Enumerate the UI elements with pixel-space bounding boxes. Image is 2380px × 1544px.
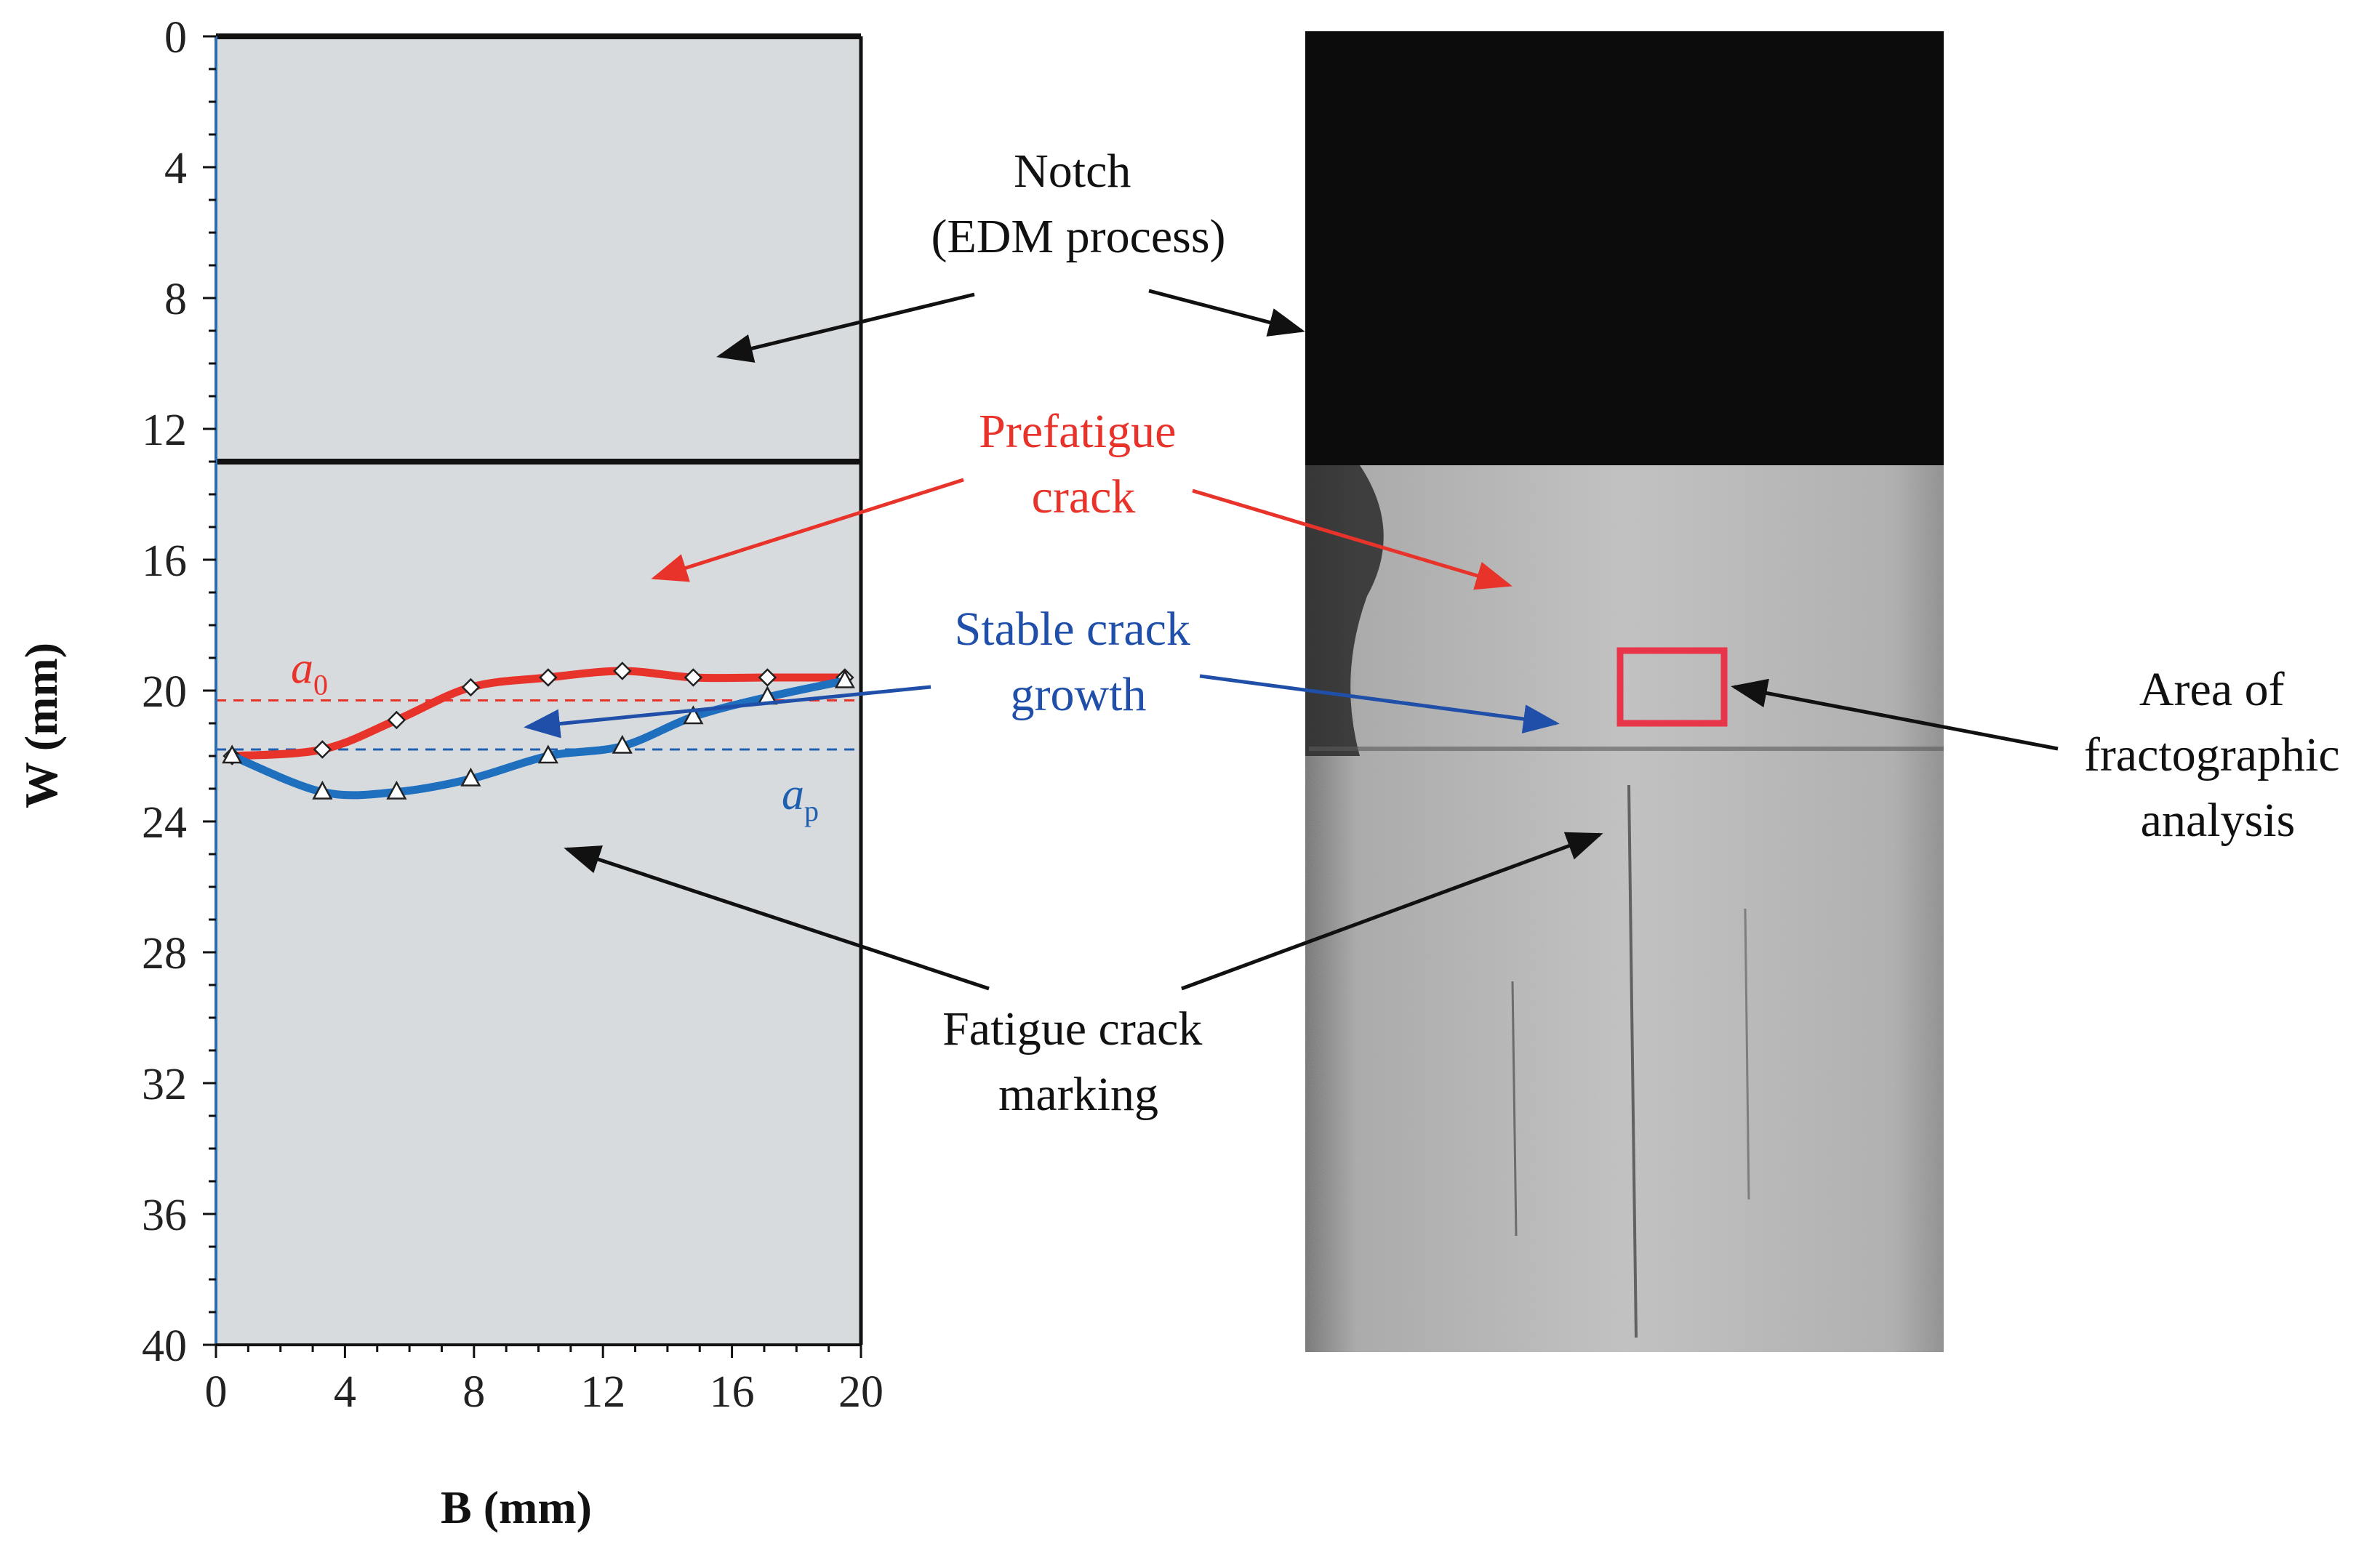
annotations: Notch (EDM process) Prefatigue crack Sta…	[524, 145, 2352, 1121]
y-tick-label: 28	[142, 929, 187, 978]
y-tick-label: 32	[142, 1060, 187, 1109]
prefatigue-arrow-left	[651, 478, 964, 582]
surface-streak	[1627, 784, 1638, 1338]
x-tick-label: 4	[334, 1367, 356, 1417]
crack-front-chart: 0 4 8 12 16 20 24 28 32 36 40 0 4 8 12 16 20 a0 ap B (mm…	[15, 13, 884, 1533]
y-tick-label: 36	[142, 1191, 187, 1240]
fatigue-marking-label: Fatigue crack marking	[942, 1002, 1214, 1121]
y-tick-label: 20	[142, 667, 187, 717]
series-layer	[222, 662, 855, 800]
notch-arrow-right	[1148, 289, 1305, 337]
y-tick-label: 12	[142, 406, 187, 455]
data-point-diamond	[758, 668, 777, 687]
fractographic-label: Area of fractographic analysis	[2084, 663, 2352, 847]
y-tick-label: 4	[164, 144, 187, 193]
data-point-triangle	[537, 744, 558, 764]
x-axis-ticks: 0 4 8 12 16 20	[205, 1345, 884, 1417]
data-point-diamond	[539, 668, 558, 687]
x-tick-label: 0	[205, 1367, 228, 1417]
fracture-surface-photo	[1305, 31, 1944, 1352]
y-axis-ticks: 0 4 8 12 16 20 24 28 32 36 40	[142, 13, 216, 1371]
prefatigue-label: Prefatigue crack	[979, 405, 1188, 523]
y-tick-label: 40	[142, 1322, 187, 1371]
notch-label: Notch (EDM process)	[931, 145, 1225, 263]
surface-streak	[1511, 981, 1518, 1237]
dark-edge-zone	[1305, 465, 1384, 756]
data-point-diamond	[461, 677, 481, 697]
stable-growth-label: Stable crack growth	[955, 603, 1203, 721]
reference-label-a0: a0	[291, 644, 328, 701]
surface-streak	[1744, 908, 1750, 1200]
x-tick-label: 12	[580, 1367, 625, 1417]
notch-region	[1305, 31, 1944, 465]
stable-growth-arrow-right	[1199, 674, 1560, 733]
fractographic-arrow	[1731, 678, 2059, 751]
y-tick-label: 16	[142, 536, 187, 586]
x-tick-label: 8	[462, 1367, 485, 1417]
data-point-triangle	[683, 705, 704, 725]
plot-area	[216, 36, 861, 1345]
data-point-triangle	[312, 780, 333, 800]
data-point-triangle	[222, 744, 243, 764]
stable-growth-arrow-left	[524, 685, 931, 739]
data-point-diamond	[313, 740, 332, 759]
y-tick-label: 24	[142, 798, 187, 848]
y-tick-label: 8	[164, 275, 187, 324]
data-point-triangle	[386, 780, 407, 800]
reference-labels: a0 ap	[291, 644, 819, 828]
data-point-triangle	[460, 767, 481, 787]
x-tick-label: 20	[838, 1367, 884, 1417]
fractographic-area-box	[1616, 647, 1728, 727]
data-point-diamond	[613, 662, 632, 680]
y-tick-label: 0	[164, 13, 187, 63]
notch-boundary-lines	[216, 33, 861, 465]
x-axis-title: B (mm)	[441, 1481, 592, 1533]
data-point-triangle	[612, 734, 633, 754]
x-tick-label: 16	[710, 1367, 755, 1417]
prefatigue-arrow-right	[1192, 488, 1512, 590]
reference-label-ap: ap	[782, 770, 819, 827]
fatigue-arrow-left	[564, 845, 990, 991]
data-point-diamond	[684, 668, 703, 687]
fracture-surface-grain	[1305, 462, 1944, 1352]
y-axis-title: W (mm)	[15, 643, 67, 808]
data-point-diamond	[387, 710, 406, 730]
fatigue-arrow-right	[1181, 832, 1603, 991]
data-point-triangle	[834, 669, 855, 688]
notch-arrow-left	[716, 292, 975, 363]
